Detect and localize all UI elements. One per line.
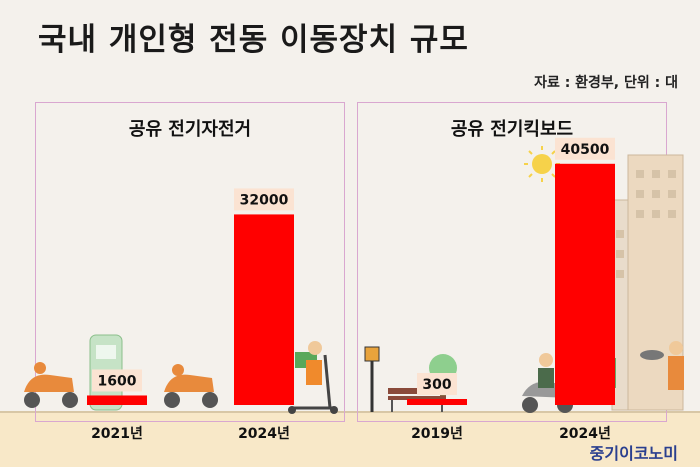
page-title: 국내 개인형 전동 이동장치 규모 bbox=[38, 22, 469, 58]
scooter-parked-icon bbox=[164, 364, 218, 408]
brand-logo-text: 중기이코노미 bbox=[589, 444, 678, 463]
panel-title-e-scooter: 공유 전기킥보드 bbox=[450, 119, 574, 140]
panel-e-bike: 공유 전기자전거 bbox=[35, 102, 345, 422]
ground-line bbox=[0, 411, 700, 413]
value-label-box-e-bike-0 bbox=[92, 369, 142, 392]
scooter-rider-icon bbox=[24, 362, 78, 408]
kickboard-rider-icon bbox=[288, 341, 338, 414]
bar-group-e-scooter: 300 2019년 40500 2024년 bbox=[407, 137, 615, 442]
value-label-box-e-bike-1 bbox=[234, 188, 294, 211]
source-note: 자료 : 환경부, 단위 : 대 bbox=[534, 75, 678, 91]
bar-e-bike-1 bbox=[234, 214, 294, 405]
category-label-e-bike-1: 2024년 bbox=[238, 426, 290, 442]
value-label-e-scooter-0: 300 bbox=[422, 377, 451, 393]
category-label-e-scooter-0: 2019년 bbox=[411, 426, 463, 442]
value-label-e-bike-1: 32000 bbox=[240, 192, 289, 208]
bar-e-bike-0 bbox=[87, 395, 147, 405]
value-label-e-bike-0: 1600 bbox=[98, 373, 137, 389]
value-label-box-e-scooter-0 bbox=[417, 373, 457, 395]
value-label-e-scooter-1: 40500 bbox=[561, 142, 610, 158]
street-lamp-icon bbox=[364, 346, 380, 412]
value-label-box-e-scooter-1 bbox=[555, 137, 615, 160]
bar-e-scooter-1 bbox=[555, 163, 615, 405]
category-label-e-bike-0: 2021년 bbox=[91, 426, 143, 442]
bar-group-e-bike: 1600 2021년 32000 2024년 bbox=[87, 188, 294, 442]
bar-e-scooter-0 bbox=[407, 399, 467, 405]
category-label-e-scooter-1: 2024년 bbox=[559, 426, 611, 442]
panel-title-e-bike: 공유 전기자전거 bbox=[128, 119, 252, 140]
sun-icon bbox=[524, 146, 560, 182]
